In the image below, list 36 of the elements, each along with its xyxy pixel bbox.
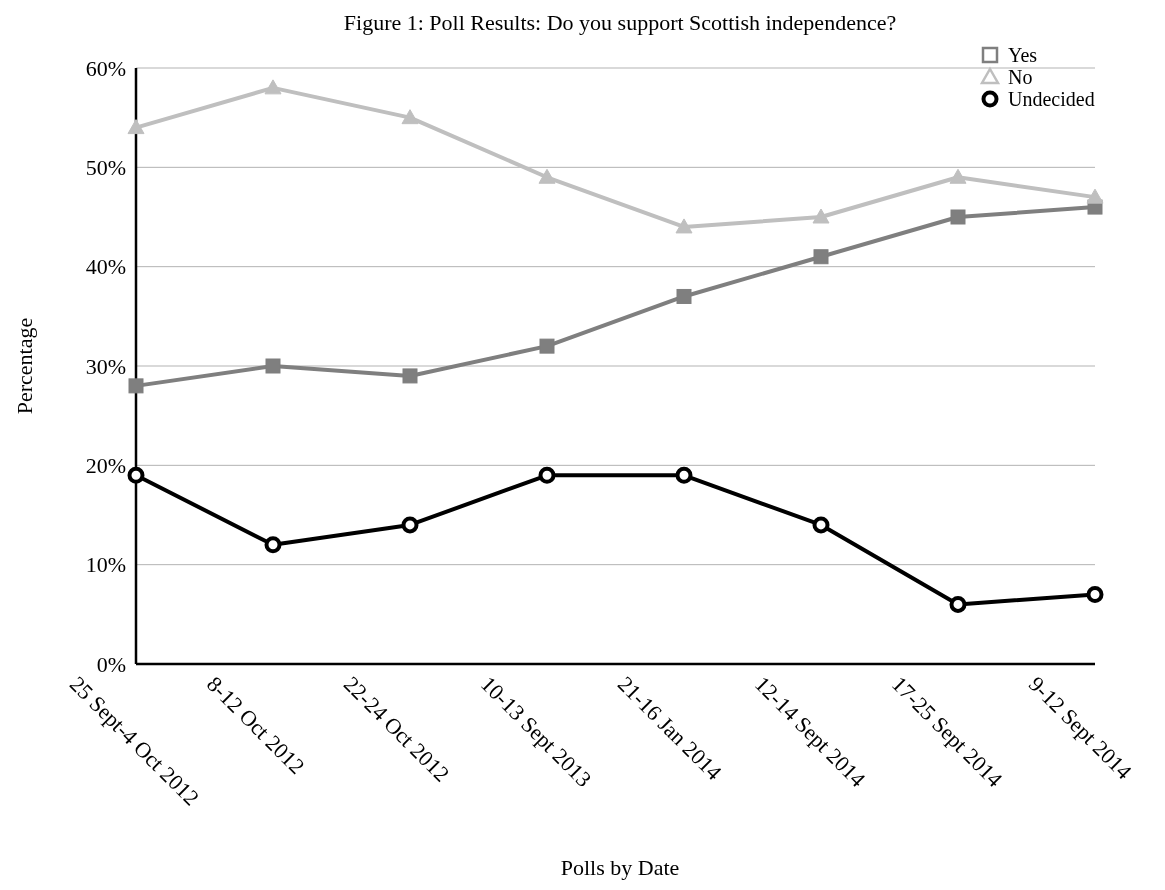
y-tick-label: 60% [85, 55, 126, 81]
point [676, 288, 692, 304]
point [538, 168, 556, 184]
point [950, 209, 966, 225]
x-axis-title: Polls by Date [560, 855, 680, 880]
point [675, 218, 693, 234]
y-tick-label: 0% [96, 651, 126, 677]
y-tick-label: 10% [85, 552, 126, 578]
point [812, 208, 830, 224]
point [539, 338, 555, 354]
y-tick-label: 40% [85, 254, 126, 280]
point [127, 466, 145, 484]
chart-title: Figure 1: Poll Results: Do you support Scottish independence? [343, 10, 897, 35]
point [812, 516, 830, 534]
point [949, 595, 967, 613]
point [401, 109, 419, 125]
point [1086, 188, 1104, 204]
legend-label: No [1008, 66, 1033, 88]
y-axis-title: Percentage [12, 317, 37, 415]
point [264, 79, 282, 95]
point [265, 358, 281, 374]
point [128, 378, 144, 394]
y-tick-label: 30% [85, 353, 126, 379]
legend-label: Yes [1008, 44, 1038, 66]
point [401, 516, 419, 534]
point [675, 466, 693, 484]
y-tick-label: 50% [85, 155, 126, 181]
y-tick-label: 20% [85, 453, 126, 479]
point [402, 368, 418, 384]
point [1086, 585, 1104, 603]
point [538, 466, 556, 484]
point [813, 249, 829, 265]
point [264, 536, 282, 554]
point [127, 119, 145, 135]
legend-label: Undecided [1008, 88, 1095, 110]
point [949, 168, 967, 184]
